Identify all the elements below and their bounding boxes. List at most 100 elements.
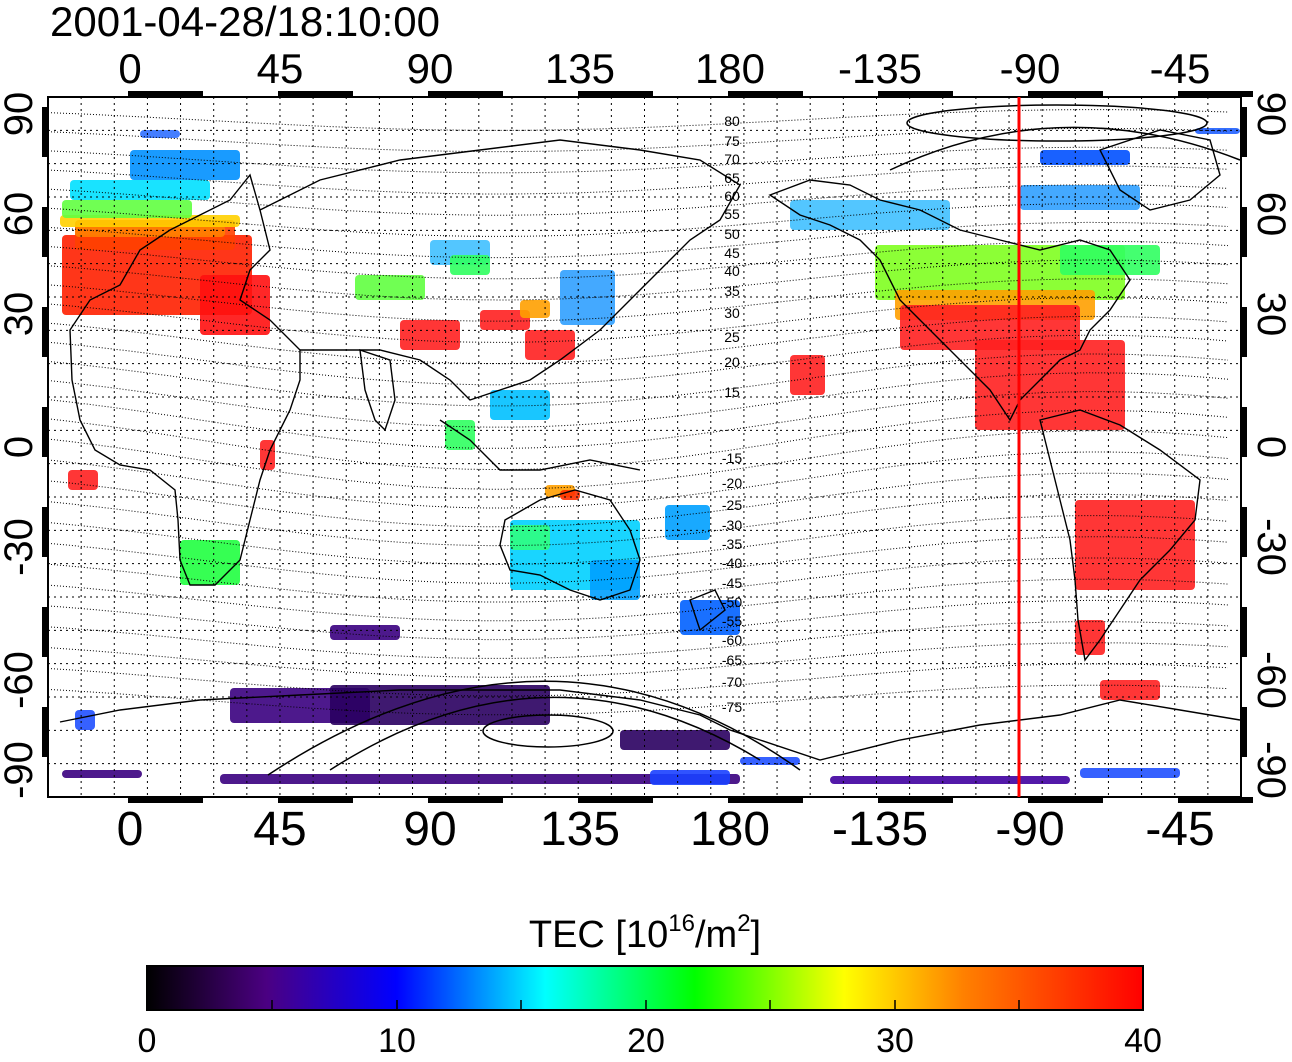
lon-tick-top: 180 <box>695 45 765 92</box>
frame-bar <box>42 507 48 557</box>
tec-cell <box>130 150 240 180</box>
tec-cell <box>790 200 950 230</box>
contour-line <box>47 372 1229 428</box>
contour-line <box>47 578 1229 622</box>
contour-label: -75 <box>722 699 742 715</box>
lat-tick-right: -60 <box>1249 651 1292 709</box>
colorbar-minor-ticks <box>271 1000 1020 1010</box>
frame-bar <box>1241 207 1247 257</box>
contour-label: -65 <box>722 652 742 668</box>
frame-bar <box>1028 91 1103 97</box>
lon-tick-bottom: 90 <box>403 803 456 856</box>
contour-label: 15 <box>724 384 740 400</box>
colorbar-label-exp1: 16 <box>668 910 695 937</box>
lon-tick-top: 0 <box>118 45 141 92</box>
contour-line <box>47 472 1229 528</box>
contour-label: -50 <box>722 594 742 610</box>
contour-line <box>47 259 1229 301</box>
colorbar-label-unit: /m <box>695 914 737 956</box>
frame-bar <box>428 91 503 97</box>
contour-line <box>47 391 1229 449</box>
contour-line <box>47 353 1229 407</box>
lon-tick-bottom: -135 <box>832 803 928 856</box>
frame-bar <box>728 91 803 97</box>
frame-bar <box>728 797 803 803</box>
tec-cell <box>445 420 475 450</box>
contour-label: 50 <box>724 226 740 242</box>
contour-label: 80 <box>724 113 740 129</box>
frame-bar <box>42 107 48 157</box>
lat-tick-right: 60 <box>1249 192 1292 237</box>
tec-cell <box>400 320 460 350</box>
lon-ticks-bottom: 0 45 90 135 180 -135 -90 -45 <box>117 803 1215 856</box>
tec-cell <box>68 470 98 490</box>
lat-tick-right: 90 <box>1249 92 1292 137</box>
lon-tick-bottom: 0 <box>117 803 144 856</box>
contour-label: -15 <box>722 450 742 466</box>
tec-observations <box>60 128 1240 785</box>
lon-tick-bottom: 45 <box>253 803 306 856</box>
frame-bar <box>578 91 653 97</box>
lon-tick-top: -45 <box>1150 45 1211 92</box>
frame-bar <box>878 797 953 803</box>
tec-cell <box>330 625 400 640</box>
tec-cell <box>180 540 240 585</box>
frame-bar <box>1178 797 1253 803</box>
tec-cell <box>1040 150 1130 165</box>
contour-line <box>47 278 1229 322</box>
tec-cell <box>62 770 142 778</box>
colorbar-label: TEC [1016/m2] <box>529 910 761 956</box>
tec-cell <box>200 275 270 335</box>
lat-tick-left: 30 <box>0 292 41 337</box>
tec-cell <box>220 774 740 784</box>
lon-tick-top: 135 <box>545 45 615 92</box>
tec-cell <box>975 340 1125 430</box>
coastlines <box>59 129 1241 761</box>
lon-tick-bottom: 135 <box>540 803 620 856</box>
contour-label: -70 <box>722 674 742 690</box>
contour-line <box>47 334 1229 386</box>
contour-line <box>47 297 1229 343</box>
contour-line <box>47 557 1229 603</box>
colorbar-label-main: TEC [10 <box>529 914 668 956</box>
frame-bar <box>1241 307 1247 357</box>
contour-label: 60 <box>724 188 740 204</box>
lon-tick-top: -90 <box>1000 45 1061 92</box>
contour-label: -25 <box>722 497 742 513</box>
frame-bar <box>878 91 953 97</box>
frame-bar <box>1178 91 1253 97</box>
contour-label: -20 <box>722 475 742 491</box>
contour-line <box>47 536 1229 584</box>
colorbar-tick: 40 <box>1124 1022 1162 1057</box>
tec-cell <box>355 275 425 300</box>
tec-cell <box>665 505 710 540</box>
lat-ticks-right: 90 60 30 0 -30 -60 -90 <box>1249 92 1292 799</box>
contour-line <box>47 240 1229 280</box>
frame-bar <box>42 407 48 457</box>
lat-tick-right: -90 <box>1249 741 1292 799</box>
frame-bar <box>1241 707 1247 757</box>
lon-tick-top: 90 <box>407 45 454 92</box>
contour-line <box>47 109 1229 131</box>
frame-bar <box>42 607 48 657</box>
lon-tick-bottom: -90 <box>995 803 1064 856</box>
contour-line <box>47 599 1229 641</box>
frame-bar <box>1028 797 1103 803</box>
tec-cell <box>75 710 95 730</box>
lat-tick-right: 0 <box>1249 436 1292 458</box>
contour-labels: 80 75 70 65 60 55 50 45 40 35 30 25 20 15 -15 -20 -25 -30… <box>722 113 742 715</box>
lon-tick-bottom: -45 <box>1145 803 1214 856</box>
tec-cell <box>900 305 1080 350</box>
contour-line <box>47 663 1229 697</box>
tec-cell <box>480 310 530 330</box>
colorbar-label-exp2: 2 <box>737 910 750 937</box>
contour-label: 40 <box>724 263 740 279</box>
contour-line <box>47 165 1229 195</box>
lon-tick-top: -135 <box>838 45 922 92</box>
contour-label: 30 <box>724 305 740 321</box>
colorbar-label-close: ] <box>751 914 762 956</box>
tec-cell <box>70 180 210 200</box>
lat-tick-right: 30 <box>1249 292 1292 337</box>
frame-bar <box>278 91 353 97</box>
